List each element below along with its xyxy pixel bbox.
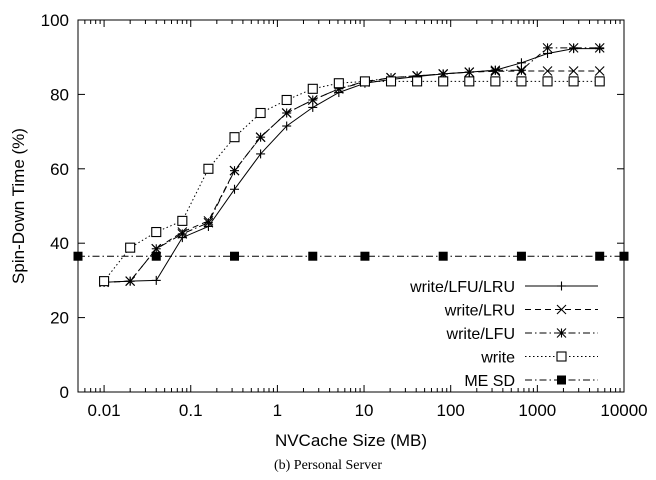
data-point	[359, 76, 370, 87]
legend-label: write/LFU/LRU	[409, 279, 515, 296]
data-point	[177, 229, 188, 239]
legend-label: ME SD	[464, 373, 515, 390]
data-point	[333, 83, 344, 94]
x-tick-label: 10000	[600, 401, 647, 420]
series-me-sd	[73, 251, 629, 261]
y-tick-label: 80	[50, 85, 69, 104]
y-tick-label: 100	[41, 11, 69, 30]
data-point	[125, 276, 136, 287]
x-tick-label: 1	[273, 401, 282, 420]
x-tick-label: 0.1	[179, 401, 203, 420]
data-point	[542, 43, 553, 53]
data-point	[177, 215, 188, 226]
data-point	[568, 76, 579, 87]
data-point	[360, 251, 370, 261]
data-point	[594, 76, 605, 87]
data-point	[282, 121, 292, 131]
data-point	[281, 94, 292, 106]
data-point	[595, 251, 605, 261]
y-tick-label: 0	[60, 383, 69, 402]
x-tick-label: 10	[355, 401, 374, 420]
data-point	[542, 66, 553, 76]
data-point	[151, 251, 161, 261]
legend-entry: write/LFU/LRU	[409, 279, 598, 296]
legend-marker	[556, 304, 567, 315]
legend-entry: ME SD	[464, 373, 598, 390]
y-axis-label: Spin-Down Time (%)	[9, 128, 28, 284]
data-point	[516, 65, 527, 76]
legend-marker	[557, 375, 566, 385]
data-point	[255, 132, 266, 143]
legend-marker	[556, 351, 567, 362]
data-point	[256, 149, 266, 159]
data-point	[568, 66, 579, 76]
data-point	[203, 163, 214, 174]
legend-entry: write/LRU	[444, 303, 598, 320]
x-tick-label: 1000	[518, 401, 556, 420]
data-point	[516, 251, 526, 261]
data-point	[594, 43, 605, 53]
data-point	[125, 242, 136, 253]
plot-frame	[77, 19, 625, 393]
x-axis-label: NVCache Size (MB)	[275, 431, 427, 450]
legend-entry: write	[480, 350, 598, 367]
x-tick-label: 100	[437, 401, 465, 420]
data-point	[594, 66, 605, 76]
data-point	[516, 76, 527, 87]
data-point	[255, 107, 266, 119]
data-point	[99, 276, 110, 287]
y-tick-label: 40	[50, 234, 69, 253]
data-point	[490, 76, 501, 87]
y-tick-label: 60	[50, 160, 69, 179]
data-point	[490, 65, 501, 76]
data-point	[230, 184, 240, 194]
data-point	[151, 275, 161, 285]
data-point	[464, 76, 475, 87]
data-point	[333, 78, 344, 89]
series-line	[103, 80, 600, 282]
legend-label: write/LRU	[444, 303, 515, 320]
plot-border	[77, 19, 625, 393]
series-lines	[73, 43, 629, 288]
legend-label: write	[480, 350, 515, 367]
data-point	[464, 67, 475, 77]
figure-caption: (b) Personal Server	[273, 458, 383, 473]
data-point	[542, 76, 553, 87]
data-point	[438, 251, 448, 261]
data-point	[438, 76, 449, 87]
axis-ticks: 0 20 40 60 80 100 0.01 0.1 1 10 100 1000 10000	[41, 11, 648, 420]
data-point	[203, 217, 214, 228]
data-point	[229, 165, 240, 176]
series-write	[99, 76, 605, 287]
data-point	[307, 83, 318, 94]
series-write-lfu	[99, 43, 605, 288]
data-point	[230, 251, 240, 261]
legend-label: write/LFU	[446, 326, 515, 343]
data-point	[229, 132, 240, 143]
data-point	[307, 95, 318, 105]
series-write-lfu-lru	[99, 44, 605, 287]
legend: write/LFU/LRU write/LRU write/LFU write ME S…	[409, 279, 598, 390]
data-point	[308, 251, 318, 261]
data-point	[385, 76, 397, 87]
data-point	[568, 43, 579, 53]
data-point	[281, 108, 292, 118]
data-point	[619, 251, 629, 261]
data-point	[151, 226, 162, 238]
data-point	[73, 251, 83, 261]
data-point	[412, 76, 423, 87]
series-line	[104, 70, 600, 283]
legend-marker	[556, 328, 567, 338]
legend-marker	[557, 281, 566, 291]
series-write-lru	[99, 66, 605, 288]
x-tick-label: 0.01	[88, 401, 121, 420]
legend-entry: write/LFU	[446, 326, 598, 343]
y-tick-label: 20	[50, 309, 69, 328]
